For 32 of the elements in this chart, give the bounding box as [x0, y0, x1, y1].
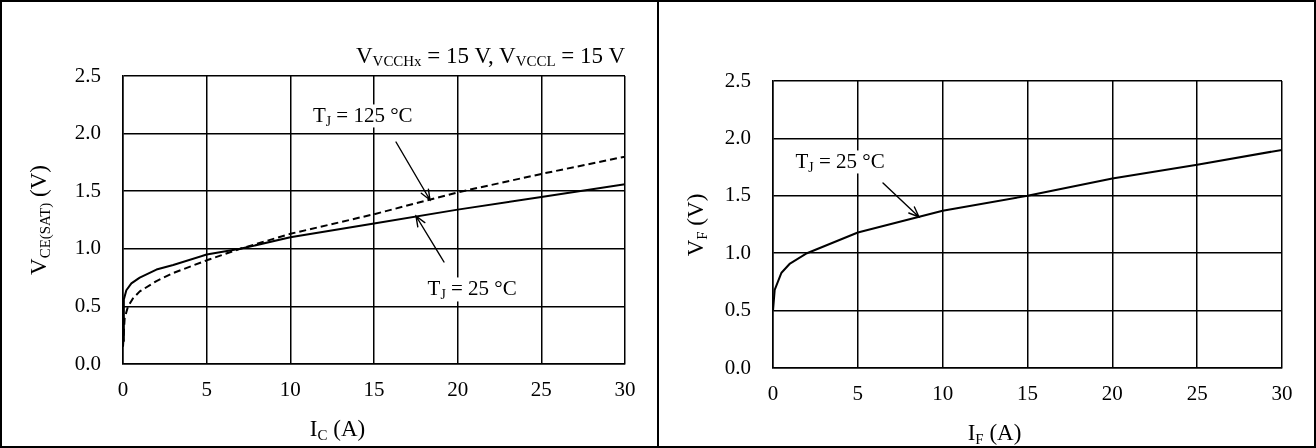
legend-label: T$_{J}$ = 25 °C	[425, 276, 519, 303]
x-tick-label: 15	[1017, 381, 1038, 406]
x-tick-label: 25	[530, 377, 552, 402]
x-tick-label: 5	[852, 381, 864, 406]
x-axis-title: I$_{F}$ (A)	[967, 420, 1022, 448]
y-tick-label: 2.0	[74, 120, 101, 145]
x-tick-label: 0	[767, 381, 779, 406]
x-tick-label: 0	[117, 377, 129, 402]
y-tick-label: 1.0	[724, 239, 751, 264]
y-tick-label: 2.5	[74, 62, 101, 87]
y-tick-label: 0.5	[724, 297, 751, 322]
y-tick-label: 1.5	[724, 182, 751, 207]
y-tick-label: 2.5	[724, 67, 751, 92]
x-tick-label: 30	[614, 377, 636, 402]
y-tick-label: 0.5	[74, 292, 101, 317]
y-tick-label: 2.0	[724, 124, 751, 149]
x-axis-title: I$_{C}$ (A)	[309, 416, 366, 444]
x-tick-label: 25	[1186, 381, 1208, 406]
x-tick-label: 5	[201, 377, 212, 402]
text: T$_{J}$ = 25 °C	[793, 149, 887, 175]
text: T$_{J}$ = 125 °C	[310, 103, 415, 129]
y-tick-label: 1.5	[74, 177, 101, 202]
x-tick-label: 20	[1101, 381, 1123, 406]
x-tick-label: 10	[932, 381, 954, 406]
x-tick-label: 10	[279, 377, 301, 402]
x-tick-label: 15	[363, 377, 385, 402]
x-tick-label: 30	[1271, 381, 1293, 406]
chart-subtitle: V$_{VCCHx}$ = 15 V, V$_{VCCL}$ = 15 V	[355, 42, 625, 70]
y-tick-label: 0.0	[724, 354, 751, 379]
y-tick-label: 1.0	[74, 235, 101, 260]
y-tick-label: 0.0	[74, 350, 101, 375]
x-tick-label: 20	[447, 377, 469, 402]
